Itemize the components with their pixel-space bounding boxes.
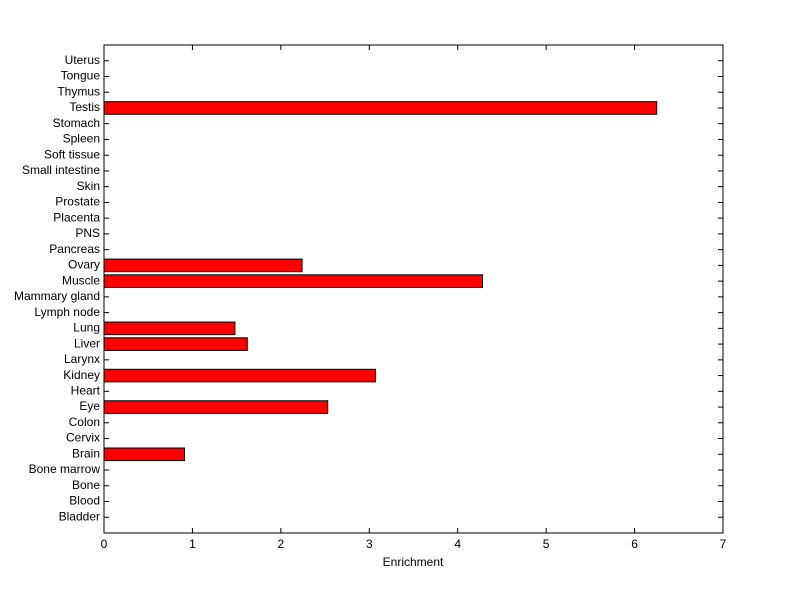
x-tick-label: 1 bbox=[189, 537, 196, 551]
bar bbox=[103, 321, 236, 336]
y-tick-label: Spleen bbox=[63, 132, 100, 146]
y-tick-label: Kidney bbox=[63, 368, 100, 382]
y-tick-label: Ovary bbox=[68, 258, 100, 272]
bar bbox=[103, 337, 248, 351]
y-tick-label: Testis bbox=[69, 100, 100, 114]
bar bbox=[103, 400, 329, 414]
x-tick-label: 5 bbox=[543, 537, 550, 551]
y-tick-label: Placenta bbox=[53, 210, 100, 224]
y-tick-label: Prostate bbox=[55, 195, 100, 209]
y-tick-label: Bone marrow bbox=[29, 462, 101, 476]
bar bbox=[103, 258, 303, 273]
y-tick-label: Stomach bbox=[53, 116, 100, 130]
y-tick-label: Mammary gland bbox=[14, 289, 100, 303]
y-tick-label: Lymph node bbox=[34, 305, 100, 319]
y-tick-label: Eye bbox=[79, 399, 100, 413]
y-tick-label: Thymus bbox=[57, 84, 100, 98]
y-tick-label: Brain bbox=[72, 446, 100, 460]
bar bbox=[103, 274, 483, 288]
y-tick-label: Uterus bbox=[65, 53, 100, 67]
x-tick-label: 6 bbox=[631, 537, 638, 551]
y-tick-label: Tongue bbox=[61, 69, 101, 83]
x-tick-label: 0 bbox=[101, 537, 108, 551]
y-tick-label: PNS bbox=[75, 226, 100, 240]
y-tick-label: Bladder bbox=[59, 509, 100, 523]
y-tick-label: Larynx bbox=[64, 352, 100, 366]
plot-frame bbox=[103, 44, 724, 534]
bar bbox=[103, 368, 376, 383]
y-tick-label: Cervix bbox=[66, 431, 100, 445]
x-tick-label: 7 bbox=[720, 537, 727, 551]
y-tick-label: Colon bbox=[69, 415, 100, 429]
bar bbox=[103, 101, 658, 115]
y-tick-label: Bone bbox=[72, 478, 100, 492]
x-tick-label: 3 bbox=[366, 537, 373, 551]
y-tick-label: Skin bbox=[77, 179, 100, 193]
y-tick-label: Soft tissue bbox=[44, 147, 100, 161]
x-axis-label: Enrichment bbox=[383, 555, 444, 569]
bar bbox=[103, 447, 185, 462]
y-tick-label: Heart bbox=[71, 383, 101, 397]
y-tick-label: Pancreas bbox=[49, 242, 100, 256]
x-tick-label: 4 bbox=[454, 537, 461, 551]
x-tick-label: 2 bbox=[278, 537, 285, 551]
y-tick-label: Blood bbox=[69, 494, 100, 508]
y-tick-label: Lung bbox=[73, 321, 100, 335]
y-tick-label: Muscle bbox=[62, 273, 100, 287]
y-tick-label: Small intestine bbox=[22, 163, 100, 177]
y-tick-label: Liver bbox=[74, 336, 100, 350]
